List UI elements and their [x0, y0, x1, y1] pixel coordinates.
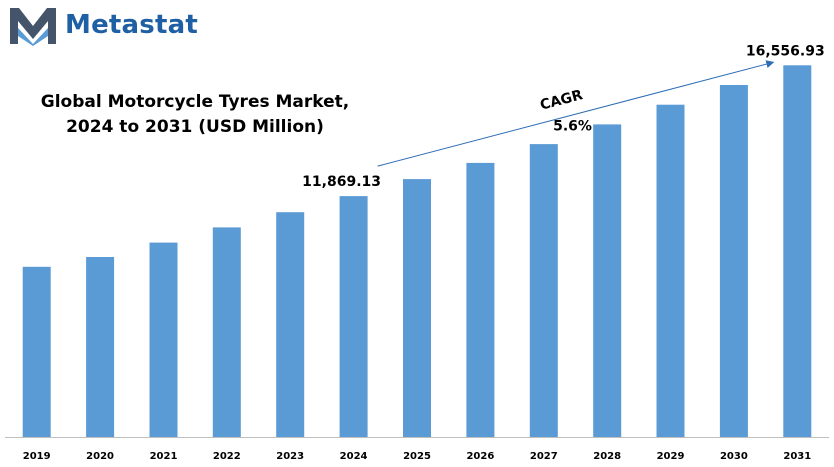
chart-title: Global Motorcycle Tyres Market, 2024 to …: [40, 90, 350, 140]
x-tick-labels: 2019 2020 2021 2022 2023 2024 2025 2026 2027 2028…: [23, 451, 811, 462]
data-label-2031: 16,556.93: [746, 43, 825, 59]
x-tick-label-2031: 2031: [783, 451, 811, 462]
bar-2025: [403, 179, 431, 437]
cagr-arrow: [377, 60, 775, 167]
brand-logo: Metastat: [8, 6, 218, 46]
x-tick-label-2024: 2024: [340, 451, 368, 462]
chart-title-line-2: 2024 to 2031 (USD Million): [66, 117, 324, 137]
x-tick-label-2027: 2027: [530, 451, 558, 462]
bar-2028: [593, 124, 622, 438]
bar-2021: [149, 242, 178, 437]
bar-2020: [86, 257, 115, 437]
x-tick-label-2028: 2028: [593, 451, 621, 462]
bar-2022: [212, 227, 241, 437]
cagr-label: CAGR: [538, 87, 584, 114]
x-tick-label-2029: 2029: [657, 451, 685, 462]
bars-group: [22, 65, 812, 438]
bar-2030: [719, 85, 748, 437]
x-tick-label-2026: 2026: [466, 451, 494, 462]
bar-2031: [783, 65, 812, 438]
x-tick-label-2022: 2022: [213, 451, 241, 462]
data-labels: 11,869.13 16,556.93: [302, 43, 825, 190]
x-tick-label-2025: 2025: [403, 451, 431, 462]
chart-title-line-1: Global Motorcycle Tyres Market,: [40, 92, 350, 112]
m-logo-icon: [10, 8, 56, 46]
x-tick-label-2030: 2030: [720, 451, 748, 462]
x-tick-label-2020: 2020: [86, 451, 114, 462]
bar-2027: [529, 144, 558, 437]
bar-2026: [466, 162, 495, 437]
bar-2023: [276, 212, 305, 437]
bar-2019: [22, 266, 51, 437]
x-tick-label-2023: 2023: [276, 451, 304, 462]
x-tick-label-2019: 2019: [23, 451, 51, 462]
cagr-value: 5.6%: [553, 118, 592, 134]
x-tick-label-2021: 2021: [150, 451, 178, 462]
bar-2024: [339, 196, 368, 437]
bar-2029: [656, 104, 685, 437]
brand-name: Metastat: [65, 10, 198, 40]
data-label-2024: 11,869.13: [302, 174, 381, 190]
